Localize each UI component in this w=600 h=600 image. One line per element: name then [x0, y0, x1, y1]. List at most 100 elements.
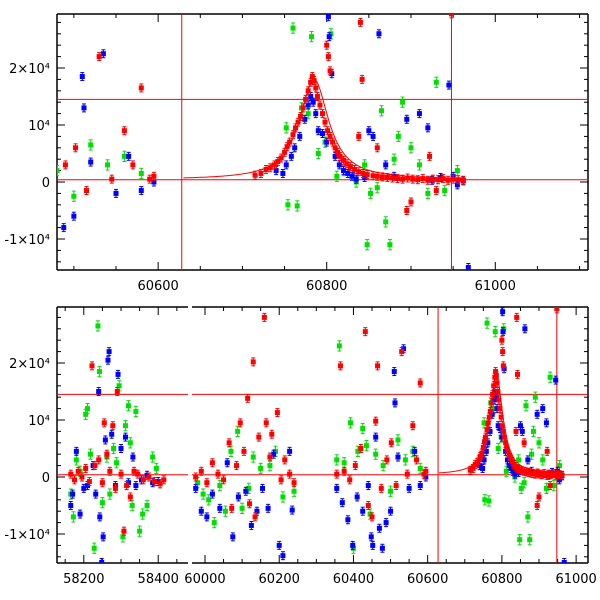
blue-data-point — [217, 503, 223, 513]
marker — [305, 88, 311, 94]
green-data-point — [91, 542, 97, 554]
marker — [83, 411, 89, 417]
red-data-point — [138, 83, 144, 93]
green-data-point — [416, 159, 422, 171]
marker — [416, 111, 422, 117]
red-data-point — [356, 167, 362, 177]
red-data-point — [347, 475, 353, 485]
marker — [278, 477, 284, 483]
red-data-point — [96, 455, 102, 465]
green-data-point — [402, 454, 408, 466]
marker — [406, 485, 412, 491]
marker — [303, 96, 309, 102]
blue-data-point — [370, 131, 376, 141]
red-data-point — [101, 418, 107, 428]
marker — [193, 474, 199, 480]
red-data-point — [324, 40, 330, 50]
marker — [493, 373, 499, 379]
red-data-point — [130, 160, 136, 170]
green-data-point — [200, 488, 206, 500]
marker — [226, 440, 232, 446]
marker — [334, 457, 340, 463]
marker — [77, 511, 83, 517]
red-data-point — [114, 387, 120, 396]
marker — [554, 307, 560, 312]
green-data-point — [380, 459, 386, 472]
blue-data-point — [350, 540, 356, 550]
green-data-point — [71, 190, 77, 202]
blue-data-point — [260, 483, 266, 493]
red-data-point — [274, 408, 280, 418]
marker — [313, 111, 319, 117]
blue-data-point — [500, 327, 506, 337]
marker — [100, 51, 106, 57]
red-data-point — [198, 466, 204, 476]
blue-data-point — [512, 469, 518, 479]
marker — [326, 34, 332, 40]
red-data-point — [317, 100, 323, 110]
marker — [57, 168, 60, 174]
marker — [105, 357, 111, 363]
marker — [146, 474, 152, 480]
marker — [138, 170, 144, 176]
marker — [489, 411, 495, 417]
marker — [530, 428, 536, 434]
marker — [113, 190, 119, 196]
green-data-point — [543, 482, 549, 495]
marker — [256, 434, 262, 440]
marker — [324, 139, 330, 145]
marker — [313, 85, 319, 91]
blue-data-point — [368, 532, 374, 542]
green-data-point — [140, 508, 146, 520]
marker — [337, 153, 343, 159]
green-data-point — [129, 499, 135, 512]
marker — [417, 465, 423, 471]
red-data-point — [405, 173, 411, 183]
marker — [275, 158, 281, 164]
red-data-point — [450, 174, 456, 184]
marker — [71, 213, 77, 219]
marker — [247, 501, 253, 507]
marker — [497, 426, 503, 432]
green-data-point — [315, 147, 321, 160]
marker — [133, 408, 139, 414]
red-data-point — [359, 74, 365, 84]
marker — [327, 68, 333, 74]
marker — [365, 503, 371, 508]
marker — [543, 420, 549, 426]
green-data-point — [285, 199, 291, 211]
blue-data-point — [525, 455, 531, 465]
marker — [375, 363, 381, 369]
blue-data-point — [383, 160, 389, 170]
marker — [347, 477, 353, 483]
red-data-point — [314, 92, 320, 101]
red-data-point — [399, 347, 405, 357]
marker — [61, 225, 67, 231]
blue-data-point — [292, 143, 298, 153]
blue-data-point — [341, 166, 347, 176]
marker — [355, 448, 361, 454]
blue-data-point — [235, 492, 241, 502]
marker — [125, 480, 131, 486]
green-data-point — [138, 167, 144, 180]
marker — [506, 452, 512, 458]
blue-data-point — [99, 558, 105, 563]
red-data-point — [161, 475, 167, 485]
green-data-point — [291, 485, 297, 497]
x-tick-label: 60600 — [407, 572, 448, 587]
marker — [500, 309, 506, 315]
blue-data-point — [388, 506, 394, 516]
red-data-point — [322, 117, 328, 127]
marker — [334, 485, 340, 491]
red-data-point — [389, 173, 395, 183]
blue-data-point — [113, 188, 119, 198]
marker — [310, 99, 316, 105]
marker — [73, 145, 79, 151]
marker — [523, 403, 529, 409]
red-data-point — [364, 170, 370, 180]
marker — [291, 480, 297, 486]
green-data-point — [373, 448, 379, 460]
marker — [495, 423, 501, 429]
marker — [89, 363, 95, 369]
marker — [140, 477, 146, 483]
